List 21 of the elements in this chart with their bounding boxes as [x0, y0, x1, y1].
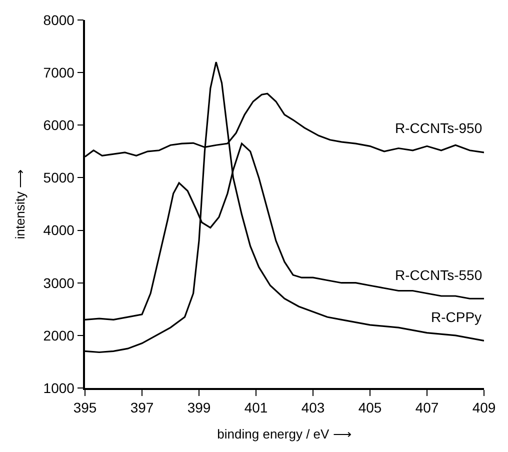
y-tick-label: 4000 [43, 222, 75, 238]
y-tick-label: 5000 [43, 170, 75, 186]
x-axis-title: binding energy / eV ⟶ [217, 426, 352, 442]
y-tick-label: 1000 [43, 380, 75, 396]
x-tick-label: 397 [130, 400, 154, 416]
x-tick-label: 399 [187, 400, 211, 416]
x-tick-label: 401 [244, 400, 268, 416]
x-tick-label: 407 [415, 400, 439, 416]
series-label: R-CCNTs-550 [395, 267, 482, 283]
x-tick-label: 395 [73, 400, 97, 416]
series-label: R-CPPy [431, 309, 482, 325]
x-tick-label: 409 [472, 400, 496, 416]
y-tick-label: 2000 [43, 327, 75, 344]
y-tick-label: 7000 [43, 64, 75, 80]
series-label: R-CCNTs-950 [395, 120, 482, 136]
y-tick-label: 3000 [43, 274, 75, 291]
y-axis-title: intensity ⟶ [12, 168, 28, 240]
x-tick-label: 403 [301, 400, 325, 416]
x-tick-label: 405 [358, 400, 382, 416]
y-tick-label: 8000 [43, 12, 75, 28]
y-tick-label: 6000 [43, 117, 75, 134]
